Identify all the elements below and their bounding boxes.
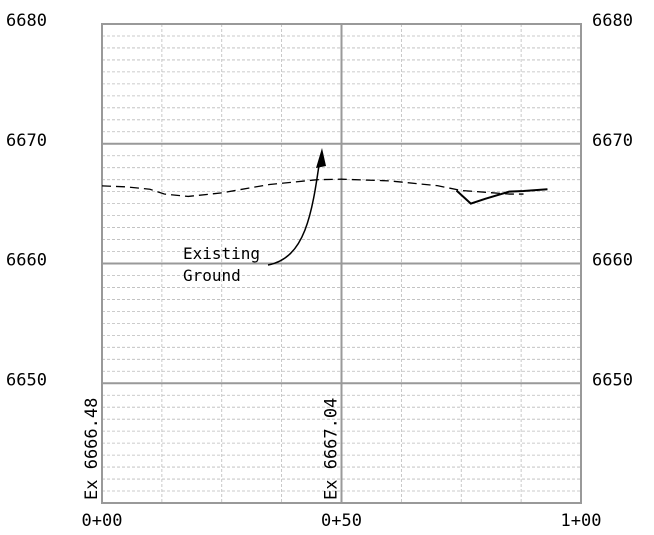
y-tick-label-right: 6680 bbox=[592, 11, 633, 31]
series-line-2 bbox=[455, 188, 548, 205]
y-tick-label-left: 6680 bbox=[6, 11, 47, 31]
x-tick-label: 0+00 bbox=[82, 511, 123, 531]
x-tick-label: 1+00 bbox=[561, 511, 602, 531]
x-tick-label: 0+50 bbox=[321, 511, 362, 531]
series-line-1 bbox=[101, 178, 524, 198]
station-elevation-label: Ex 6666.48 bbox=[82, 398, 102, 500]
station-elevation-label: Ex 6667.04 bbox=[322, 398, 342, 500]
annotation-line-1: Existing bbox=[183, 244, 260, 263]
tick-labels: 6680 6680 6670 6670 6660 6660 6650 6650 0+00 0+50… bbox=[6, 11, 633, 531]
annotation-line-2: Ground bbox=[183, 266, 241, 285]
plot-frame bbox=[101, 23, 582, 504]
annotation-arrowhead bbox=[316, 148, 326, 168]
y-tick-label-left: 6670 bbox=[6, 131, 47, 151]
annotation: Existing Ground bbox=[183, 148, 326, 285]
y-tick-label-left: 6660 bbox=[6, 251, 47, 271]
y-tick-label-left: 6650 bbox=[6, 370, 47, 390]
y-tick-label-right: 6670 bbox=[592, 131, 633, 151]
station-labels: Ex 6666.48 Ex 6667.04 bbox=[82, 398, 342, 500]
y-tick-label-right: 6650 bbox=[592, 370, 633, 390]
series-layer bbox=[101, 178, 548, 205]
y-tick-label-right: 6660 bbox=[592, 251, 633, 271]
annotation-leader bbox=[267, 157, 321, 266]
grid bbox=[102, 24, 581, 503]
